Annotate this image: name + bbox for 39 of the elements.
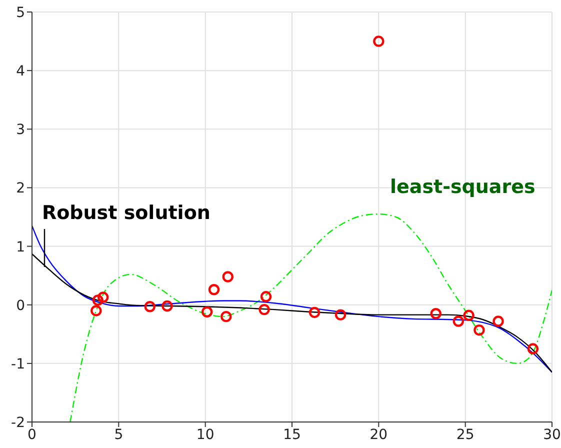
annotation: least-squares: [390, 176, 536, 198]
y-tick-label: 1: [16, 239, 25, 256]
annotation: Robust solution: [42, 202, 210, 224]
point: [220, 310, 232, 322]
point: [452, 316, 464, 327]
point: [474, 324, 485, 336]
x-tick-label: 0: [28, 426, 36, 443]
x-tick-label: 15: [283, 426, 301, 443]
point: [162, 300, 173, 312]
point: [97, 292, 109, 303]
y-tick-label: 2: [16, 180, 25, 197]
y-tick-label: -2: [11, 414, 25, 431]
point: [260, 291, 272, 302]
point: [92, 294, 104, 306]
point: [430, 308, 442, 320]
x-tick-label: 30: [543, 426, 561, 443]
point: [90, 305, 102, 316]
line-series: [32, 225, 552, 373]
point: [208, 284, 220, 296]
line-series: [32, 253, 552, 373]
point: [492, 316, 504, 327]
point: [463, 310, 474, 321]
point: [308, 306, 320, 318]
x-tick-label: 5: [114, 426, 124, 443]
point: [334, 309, 346, 320]
x-tick-label: 10: [196, 426, 214, 443]
point: [258, 304, 270, 316]
y-tick-label: 0: [16, 298, 25, 314]
y-tick-label: 5: [16, 4, 25, 21]
point: [222, 271, 234, 282]
point: [201, 306, 213, 318]
point: [373, 36, 384, 47]
y-tick-label: -1: [11, 356, 25, 372]
x-tick-label: 20: [370, 426, 388, 443]
y-tick-label: 3: [16, 122, 25, 138]
point: [144, 301, 156, 312]
x-tick-label: 25: [456, 426, 474, 443]
y-tick-label: 4: [16, 64, 26, 80]
point: [527, 343, 539, 354]
